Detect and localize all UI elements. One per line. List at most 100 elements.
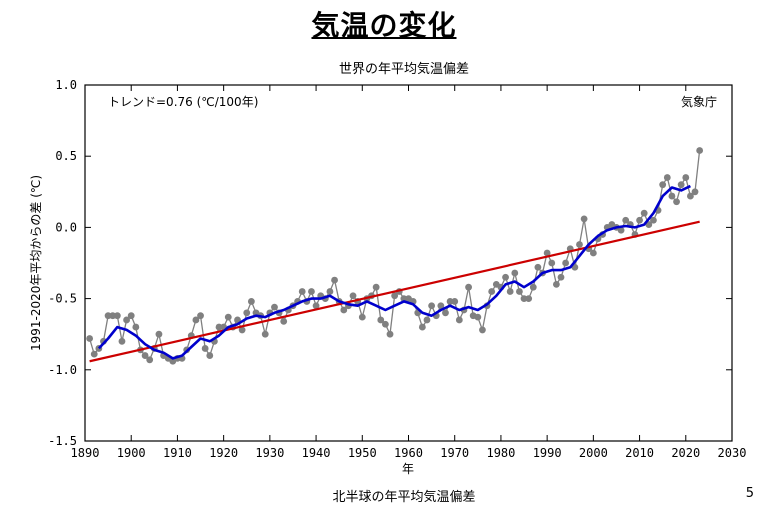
annual-point <box>372 283 380 291</box>
x-tick-label: 1910 <box>163 446 192 460</box>
annual-point <box>488 288 496 295</box>
annual-point <box>312 302 320 310</box>
annual-point <box>377 316 385 324</box>
annual-point <box>349 292 357 300</box>
annual-point <box>243 309 251 317</box>
annual-point <box>506 288 514 295</box>
moving-average-line <box>97 184 691 360</box>
annual-point <box>451 298 459 305</box>
annual-point <box>386 330 394 338</box>
annual-point <box>543 249 551 257</box>
x-tick-label: 2020 <box>671 446 700 460</box>
annual-point <box>663 174 671 181</box>
annual-point <box>141 352 149 359</box>
trend-annotation: トレンド=0.76 (℃/100年) <box>108 95 258 109</box>
annual-point <box>132 323 140 331</box>
annual-point <box>391 292 399 300</box>
annual-point <box>298 288 306 295</box>
y-tick-label: -0.5 <box>48 292 77 306</box>
annual-point <box>580 215 588 223</box>
y-tick-label: 0.0 <box>55 220 77 234</box>
annual-point <box>308 288 315 295</box>
annual-point <box>650 216 657 224</box>
annual-point <box>455 316 463 324</box>
y-tick-label: -1.5 <box>48 434 77 448</box>
annual-point <box>562 259 570 267</box>
annual-point <box>673 198 680 206</box>
annual-point <box>617 226 625 234</box>
y-tick-label: 1.0 <box>55 78 77 92</box>
y-tick-label: -1.0 <box>48 363 77 377</box>
annual-point <box>525 295 533 302</box>
x-tick-label: 1930 <box>255 446 284 460</box>
annual-point <box>326 288 334 295</box>
annual-point <box>465 283 472 291</box>
annual-point <box>442 309 449 317</box>
annual-point <box>247 298 255 305</box>
chart-title: 世界の年平均気温偏差 <box>338 62 469 77</box>
annual-point <box>280 317 288 325</box>
x-tick-label: 2000 <box>579 446 608 460</box>
annual-point <box>340 306 348 314</box>
annual-point <box>534 263 542 271</box>
x-tick-label: 1890 <box>71 446 100 460</box>
y-axis-label: 1991-2020年平均からの差 (℃) <box>29 175 43 351</box>
annual-point <box>90 350 98 358</box>
annual-point <box>261 330 269 338</box>
slide-title: 気温の変化 <box>311 9 457 42</box>
annual-point <box>224 313 232 321</box>
annual-point <box>511 269 519 277</box>
annual-point <box>127 312 135 320</box>
annual-point <box>668 192 676 200</box>
series-layer <box>86 147 704 365</box>
annual-point <box>677 181 685 189</box>
annual-point <box>474 313 482 321</box>
x-tick-label: 1970 <box>440 446 469 460</box>
plot-area <box>84 84 733 442</box>
x-tick-label: 1960 <box>394 446 423 460</box>
annual-point <box>640 209 648 217</box>
annual-point <box>437 302 445 310</box>
annual-point <box>331 276 338 284</box>
y-axis: 1.0 0.5 0.0 -0.5 -1.0 -1.5 <box>48 78 732 448</box>
annual-point <box>206 352 214 359</box>
annual-point <box>636 216 643 224</box>
y-tick-label: 0.5 <box>55 149 77 163</box>
x-tick-label: 1980 <box>486 446 515 460</box>
annual-point <box>271 303 278 311</box>
annual-point <box>529 283 537 291</box>
annual-point <box>423 316 431 324</box>
annual-point <box>557 273 565 281</box>
annual-point <box>428 302 436 310</box>
x-tick-label: 1920 <box>209 446 238 460</box>
annual-point <box>687 192 694 200</box>
annual-point <box>622 216 630 224</box>
annual-point <box>589 249 597 257</box>
annual-point <box>516 288 523 295</box>
annual-point <box>155 330 163 338</box>
annual-point <box>201 345 209 352</box>
annual-point <box>548 259 556 267</box>
trend-line <box>89 220 700 363</box>
annual-point <box>479 326 486 334</box>
annual-point <box>502 273 509 281</box>
annual-point <box>696 147 704 154</box>
annual-point <box>238 326 246 334</box>
x-tick-label: 1940 <box>302 446 331 460</box>
x-tick-label: 1950 <box>348 446 377 460</box>
x-tick-label: 1990 <box>533 446 562 460</box>
annual-point <box>576 241 583 248</box>
annual-point <box>682 174 690 181</box>
x-tick-label: 2030 <box>718 446 747 460</box>
annual-point <box>381 320 389 328</box>
annual-point <box>118 337 126 345</box>
annual-point <box>691 188 699 196</box>
page-number: 5 <box>745 486 754 501</box>
annual-point <box>358 313 366 321</box>
x-axis: 1890 1900 1910 1920 1930 1940 1950 1960 1970 1980… <box>71 85 747 460</box>
x-axis-label: 年 <box>402 462 414 476</box>
x-tick-label: 1900 <box>117 446 146 460</box>
annual-point <box>197 312 204 320</box>
annual-point <box>552 280 560 288</box>
